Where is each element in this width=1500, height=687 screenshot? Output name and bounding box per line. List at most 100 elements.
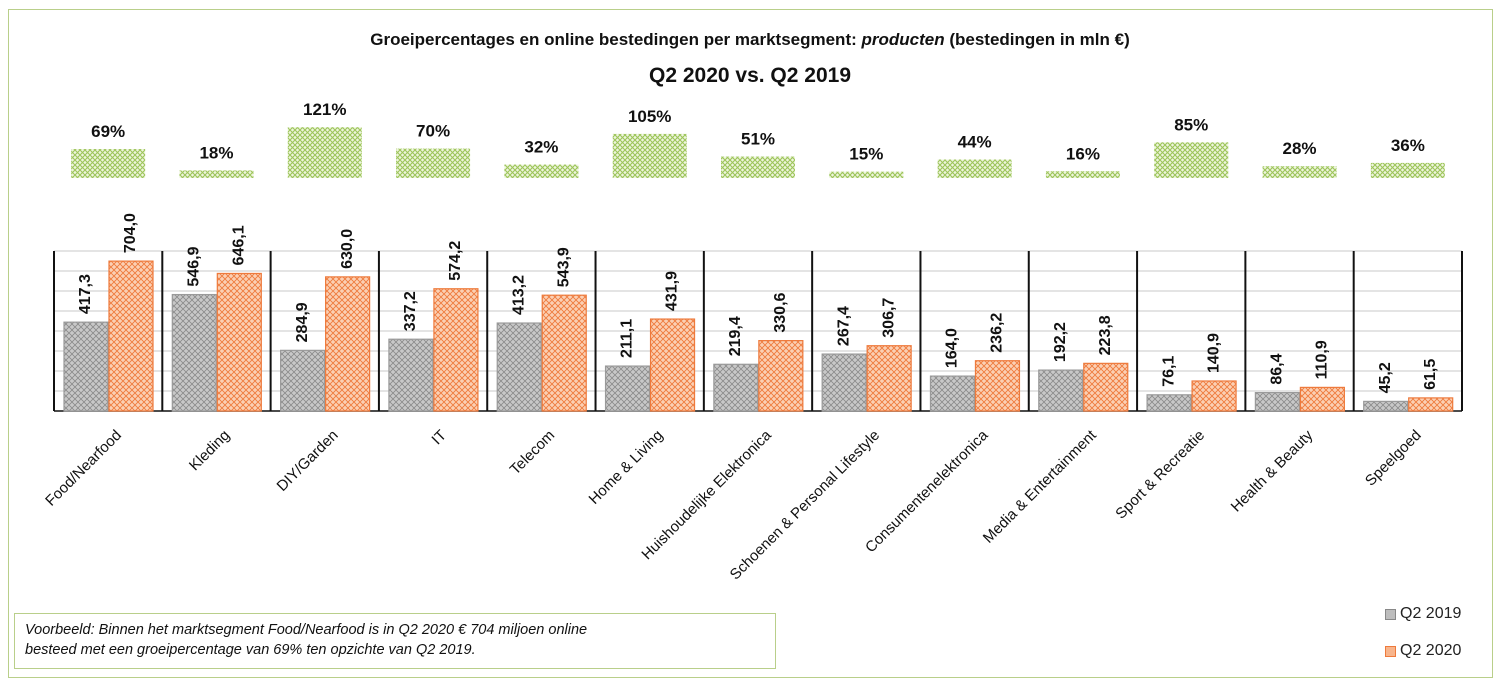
bar-value-label: 284,9 — [294, 302, 311, 342]
bar-value-label: 431,9 — [664, 271, 681, 311]
category-label: Speelgoed — [1362, 427, 1425, 490]
growth-label: 28% — [1283, 139, 1317, 158]
bar-q2-2019 — [1038, 369, 1084, 412]
bar-q2-2020 — [649, 318, 696, 412]
growth-bar — [721, 156, 795, 178]
bar-value-label: 417,3 — [77, 274, 94, 314]
example-note-line2: besteed met een groeipercentage van 69% … — [25, 642, 476, 658]
bar-value-label: 306,7 — [880, 298, 897, 338]
bar-value-label: 223,8 — [1097, 315, 1114, 355]
bar-q2-2019 — [388, 338, 434, 412]
bar-q2-2020 — [974, 360, 1021, 412]
bar-value-label: 110,9 — [1314, 340, 1331, 379]
bar-value-label: 337,2 — [402, 291, 419, 331]
bar-q2-2020 — [1191, 380, 1237, 412]
bar-q2-2019 — [1146, 394, 1192, 412]
bar-q2-2019 — [821, 353, 867, 412]
growth-label: 51% — [741, 130, 775, 149]
bar-value-label: 192,2 — [1052, 322, 1069, 362]
bar-value-label: 413,2 — [510, 275, 527, 315]
bar-q2-2019 — [713, 363, 759, 412]
bar-value-label: 630,0 — [339, 229, 356, 269]
bar-q2-2020 — [433, 288, 479, 412]
growth-label: 16% — [1066, 144, 1100, 163]
legend-item-q2-2020: Q2 2020 — [1385, 642, 1461, 660]
bar-q2-2020 — [758, 340, 804, 412]
bar-value-label: 219,4 — [727, 316, 744, 356]
bar-q2-2020 — [325, 276, 371, 412]
bar-value-label: 61,5 — [1422, 359, 1439, 390]
bar-value-label: 236,2 — [989, 313, 1006, 353]
growth-label: 69% — [91, 122, 125, 141]
growth-bar — [179, 170, 254, 178]
bar-value-label: 140,9 — [1205, 333, 1222, 373]
growth-bar — [1370, 162, 1445, 178]
chart-title-italic: producten — [861, 30, 945, 49]
growth-bar — [396, 148, 471, 178]
bar-q2-2020 — [1408, 397, 1454, 412]
example-note-line1: Voorbeeld: Binnen het marktsegment Food/… — [25, 622, 588, 638]
growth-bar — [287, 127, 362, 178]
bar-q2-2019 — [280, 349, 326, 412]
bar-q2-2019 — [63, 321, 109, 412]
bar-q2-2020 — [1299, 386, 1345, 412]
growth-label: 121% — [303, 100, 346, 119]
example-note: Voorbeeld: Binnen het marktsegment Food/… — [14, 613, 776, 669]
growth-label: 44% — [958, 133, 992, 152]
chart-frame — [8, 9, 1493, 678]
growth-bar — [829, 171, 904, 178]
growth-label: 18% — [199, 143, 233, 162]
category-label: Kleding — [186, 427, 233, 474]
growth-bar — [612, 133, 687, 178]
chart-title-text: Groeipercentages en online bestedingen p… — [370, 30, 862, 49]
bar-q2-2020 — [1083, 362, 1129, 412]
category-label: Telecom — [507, 427, 559, 479]
growth-bar — [1262, 166, 1337, 178]
bar-value-label: 211,1 — [619, 319, 636, 358]
bar-q2-2019 — [604, 365, 651, 412]
growth-label: 105% — [628, 107, 671, 126]
bar-value-label: 546,9 — [186, 246, 203, 286]
bar-value-label: 574,2 — [447, 241, 464, 281]
legend-swatch-q2-2020 — [1385, 645, 1396, 657]
category-label: IT — [428, 427, 449, 448]
legend-item-q2-2019: Q2 2019 — [1385, 605, 1461, 623]
bar-q2-2020 — [866, 345, 912, 412]
category-label: DIY/Garden — [274, 427, 342, 495]
growth-label: 15% — [849, 145, 883, 164]
bar-value-label: 76,1 — [1160, 356, 1177, 387]
category-label: Health & Beauty — [1228, 426, 1317, 515]
growth-label: 85% — [1174, 115, 1208, 134]
category-label: Sport & Recreatie — [1112, 427, 1208, 523]
growth-bar — [1154, 142, 1229, 178]
growth-label: 36% — [1391, 136, 1425, 155]
growth-bar — [504, 164, 579, 178]
bar-value-label: 45,2 — [1377, 362, 1394, 393]
bar-q2-2020 — [541, 294, 587, 412]
bar-q2-2019 — [929, 375, 976, 412]
legend-swatch-q2-2019 — [1385, 608, 1396, 620]
growth-bar — [937, 159, 1012, 178]
chart-subtitle: Q2 2020 vs. Q2 2019 — [649, 64, 851, 87]
legend-label-q2-2020: Q2 2020 — [1400, 642, 1462, 659]
growth-label: 70% — [416, 122, 450, 141]
chart-title: Groeipercentages en online bestedingen p… — [0, 30, 1500, 50]
chart-title-unit: (bestedingen in mln €) — [944, 30, 1130, 49]
category-label: Food/Nearfood — [42, 427, 125, 510]
bar-q2-2019 — [1254, 392, 1300, 412]
bar-value-label: 86,4 — [1269, 353, 1286, 384]
bar-value-label: 543,9 — [555, 247, 572, 287]
bar-q2-2019 — [496, 322, 542, 412]
growth-label: 32% — [524, 138, 558, 157]
bar-q2-2019 — [171, 293, 217, 412]
bar-value-label: 164,0 — [944, 328, 961, 368]
growth-bar — [71, 149, 146, 178]
bar-q2-2019 — [1363, 400, 1409, 412]
bar-value-label: 330,6 — [772, 292, 789, 332]
category-label: Media & Entertainment — [980, 426, 1100, 546]
category-label: Home & Living — [586, 427, 667, 508]
bar-q2-2020 — [216, 272, 262, 412]
bar-value-label: 267,4 — [835, 306, 852, 346]
bar-value-label: 646,1 — [231, 225, 248, 265]
